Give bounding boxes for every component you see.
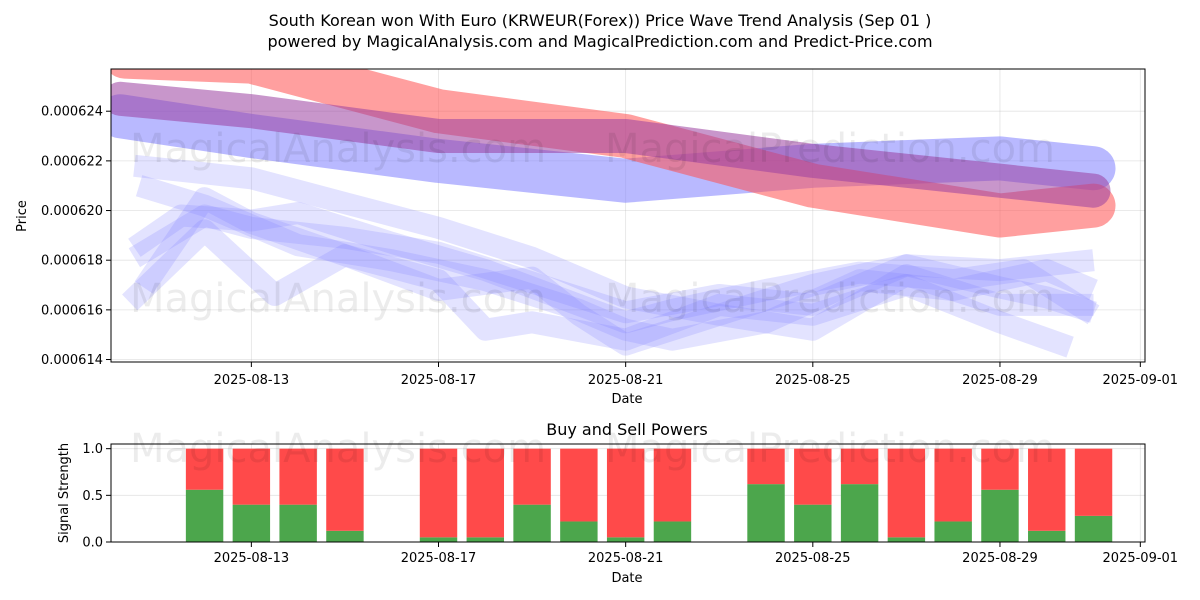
- buy-bar: [232, 504, 271, 542]
- power-bars: [185, 448, 1113, 542]
- price-wave-chart: MagicalAnalysis.com MagicalPrediction.co…: [15, 68, 1178, 407]
- power-xtick-label: 2025-08-21: [588, 551, 664, 566]
- buy-bar: [840, 484, 879, 542]
- sell-bar: [840, 448, 879, 485]
- sell-bar: [606, 448, 645, 538]
- chart-title: South Korean won With Euro (KRWEUR(Forex…: [269, 11, 932, 30]
- buy-bar: [653, 521, 692, 542]
- watermark-3: MagicalAnalysis.com: [130, 276, 546, 322]
- sell-bar: [466, 448, 505, 538]
- price-axes-frame: [110, 68, 1146, 363]
- price-series-line: [128, 202, 1100, 334]
- power-ytick-label: 0.5: [82, 489, 103, 504]
- price-xlabel: Date: [611, 392, 642, 407]
- price-xtick-label: 2025-09-01: [1103, 373, 1179, 388]
- buy-bar: [560, 521, 598, 542]
- price-xtick-label: 2025-08-21: [588, 373, 664, 388]
- sell-bar: [419, 448, 458, 538]
- power-xtick-label: 2025-09-01: [1103, 551, 1179, 566]
- price-series-line: [135, 175, 1098, 351]
- watermark-2: MagicalPrediction.com: [605, 126, 1055, 172]
- buy-bar: [1074, 515, 1113, 542]
- power-xtick-label: 2025-08-29: [962, 551, 1038, 566]
- power-xtick-label: 2025-08-25: [775, 551, 851, 566]
- sell-bar: [887, 448, 926, 538]
- power-ytick-label: 0.0: [82, 536, 103, 551]
- price-series-line: [122, 219, 1074, 358]
- sell-bar: [747, 448, 785, 485]
- buy-bar: [794, 504, 832, 542]
- sell-bar: [934, 448, 972, 522]
- sell-bar: [653, 448, 692, 522]
- sell-bar: [279, 448, 317, 505]
- buy-bar: [934, 521, 972, 542]
- power-ylabel: Signal Strength: [57, 443, 72, 543]
- price-ytick-label: 0.000616: [41, 303, 103, 318]
- buy-sell-chart: Buy and Sell Powers MagicalAnalysis.com …: [57, 420, 1178, 586]
- watermark-4: MagicalPrediction.com: [605, 276, 1055, 322]
- price-ytick-label: 0.000618: [41, 254, 103, 269]
- buy-bar: [606, 537, 645, 542]
- price-xtick-label: 2025-08-29: [962, 373, 1038, 388]
- price-xtick-label: 2025-08-13: [214, 373, 290, 388]
- power-xtick-label: 2025-08-17: [401, 551, 477, 566]
- sell-bar: [794, 448, 832, 505]
- price-ytick-label: 0.000622: [41, 154, 103, 169]
- price-ytick-label: 0.000614: [41, 353, 103, 368]
- buy-bar: [513, 504, 551, 542]
- chart-subtitle: powered by MagicalAnalysis.com and Magic…: [267, 32, 932, 51]
- sell-bar: [981, 448, 1019, 490]
- buy-bar: [185, 489, 224, 542]
- buy-bar: [981, 489, 1019, 542]
- price-ylabel: Price: [15, 200, 30, 232]
- buy-bar: [419, 537, 458, 542]
- price-series-line: [133, 154, 1095, 326]
- price-series-line: [128, 204, 1097, 324]
- price-xtick-label: 2025-08-25: [775, 373, 851, 388]
- price-ytick-label: 0.000620: [41, 204, 103, 219]
- price-series-line: [134, 187, 1094, 356]
- price-series-group: [111, 69, 1116, 358]
- buy-bar: [326, 530, 364, 542]
- sell-bar: [1028, 448, 1066, 531]
- sell-bar: [185, 448, 224, 490]
- watermark-6: MagicalPrediction.com: [605, 426, 1055, 472]
- power-xtick-label: 2025-08-13: [214, 551, 290, 566]
- price-series-line: [111, 81, 1111, 208]
- power-ytick-label: 1.0: [82, 442, 103, 457]
- watermark-1: MagicalAnalysis.com: [130, 126, 546, 172]
- price-ticks: 2025-08-13 2025-08-17 2025-08-21 2025-08-25…: [41, 105, 1178, 388]
- sell-bar: [560, 448, 598, 522]
- sell-bar: [232, 448, 271, 505]
- sell-bar: [326, 448, 364, 531]
- price-ytick-label: 0.000624: [41, 105, 103, 120]
- power-ticks: 2025-08-13 2025-08-17 2025-08-21 2025-08-25…: [82, 442, 1178, 566]
- sell-bar: [513, 448, 551, 505]
- power-axes-frame: [110, 443, 1146, 543]
- buy-bar: [887, 537, 926, 542]
- watermark-5: MagicalAnalysis.com: [130, 426, 546, 472]
- buy-bar: [747, 484, 785, 542]
- power-xlabel: Date: [611, 571, 642, 586]
- sell-bar: [1074, 448, 1113, 516]
- buy-bar: [1028, 530, 1066, 542]
- price-series-line: [111, 94, 1116, 203]
- buy-bar: [466, 537, 505, 542]
- buy-bar: [279, 504, 317, 542]
- power-chart-title: Buy and Sell Powers: [546, 420, 708, 439]
- price-xtick-label: 2025-08-17: [401, 373, 477, 388]
